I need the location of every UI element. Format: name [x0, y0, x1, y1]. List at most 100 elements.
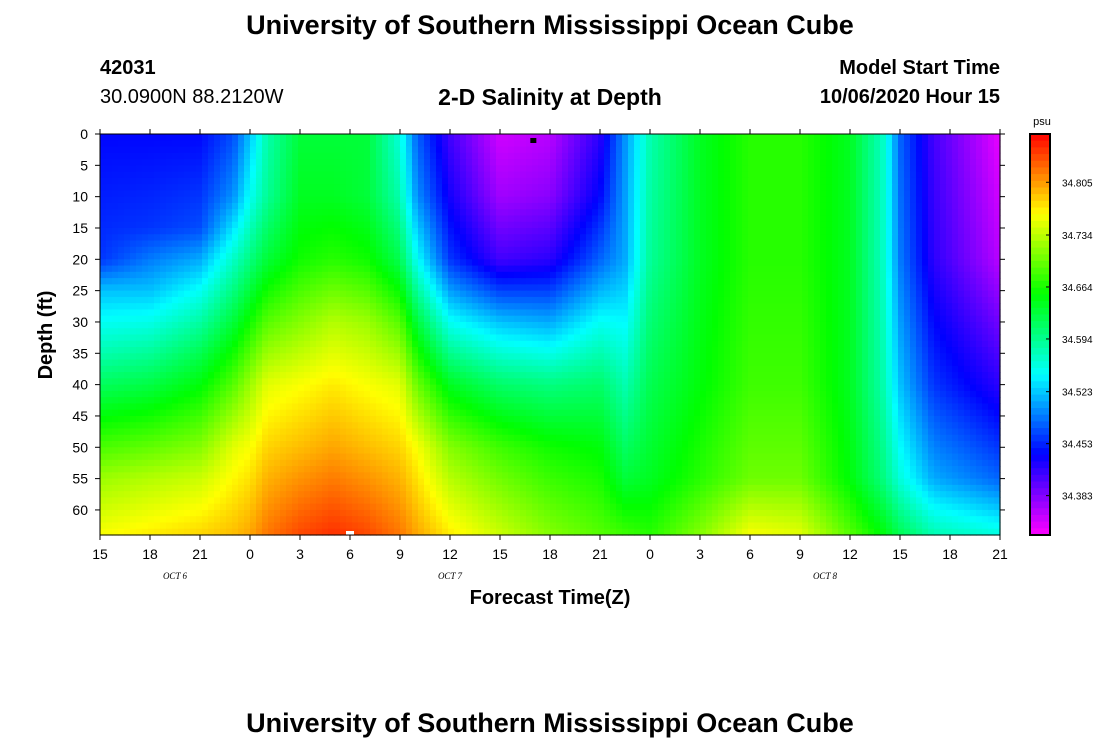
- heatmap-cell: [892, 209, 899, 217]
- heatmap-cell: [472, 315, 479, 323]
- heatmap-cell: [838, 171, 845, 179]
- heatmap-cell: [574, 334, 581, 342]
- heatmap-cell: [262, 303, 269, 311]
- heatmap-cell: [910, 146, 917, 154]
- heatmap-cell: [568, 146, 575, 154]
- heatmap-cell: [940, 284, 947, 292]
- heatmap-cell: [310, 328, 317, 336]
- heatmap-cell: [328, 265, 335, 273]
- heatmap-cell: [856, 177, 863, 185]
- heatmap-cell: [946, 227, 953, 235]
- heatmap-cell: [412, 296, 419, 304]
- heatmap-cell: [226, 152, 233, 160]
- heatmap-cell: [274, 246, 281, 254]
- heatmap-cell: [400, 315, 407, 323]
- heatmap-cell: [730, 171, 737, 179]
- heatmap-cell: [970, 271, 977, 279]
- heatmap-cell: [178, 334, 185, 342]
- heatmap-cell: [754, 221, 761, 229]
- heatmap-cell: [676, 265, 683, 273]
- heatmap-cell: [604, 246, 611, 254]
- heatmap-cell: [376, 171, 383, 179]
- heatmap-cell: [292, 227, 299, 235]
- heatmap-cell: [664, 165, 671, 173]
- heatmap-cell: [226, 265, 233, 273]
- heatmap-cell: [610, 165, 617, 173]
- heatmap-cell: [340, 152, 347, 160]
- heatmap-cell: [988, 202, 995, 210]
- heatmap-cell: [640, 209, 647, 217]
- heatmap-cell: [100, 321, 107, 329]
- heatmap-cell: [664, 221, 671, 229]
- heatmap-cell: [202, 240, 209, 248]
- heatmap-cell: [862, 221, 869, 229]
- heatmap-cell: [226, 140, 233, 148]
- heatmap-cell: [118, 234, 125, 242]
- heatmap-cell: [874, 146, 881, 154]
- heatmap-cell: [850, 190, 857, 198]
- heatmap-cell: [988, 278, 995, 285]
- heatmap-cell: [862, 215, 869, 223]
- heatmap-cell: [766, 265, 773, 273]
- heatmap-cell: [478, 190, 485, 198]
- heatmap-cell: [796, 265, 803, 273]
- heatmap-cell: [346, 134, 353, 141]
- heatmap-cell: [784, 271, 791, 279]
- heatmap-cell: [766, 240, 773, 248]
- heatmap-cell: [736, 246, 743, 254]
- heatmap-cell: [862, 265, 869, 273]
- heatmap-cell: [832, 296, 839, 304]
- heatmap-cell: [478, 246, 485, 254]
- heatmap-cell: [526, 259, 533, 267]
- heatmap-cell: [436, 152, 443, 160]
- heatmap-cell: [256, 221, 263, 229]
- heatmap-cell: [658, 246, 665, 254]
- heatmap-cell: [328, 259, 335, 267]
- heatmap-cell: [556, 209, 563, 217]
- heatmap-cell: [268, 140, 275, 148]
- heatmap-cell: [808, 221, 815, 229]
- heatmap-cell: [688, 240, 695, 248]
- heatmap-cell: [256, 227, 263, 235]
- heatmap-cell: [982, 321, 989, 329]
- heatmap-cell: [628, 171, 635, 179]
- heatmap-cell: [202, 209, 209, 217]
- heatmap-cell: [130, 221, 137, 229]
- heatmap-cell: [346, 165, 353, 173]
- heatmap-cell: [538, 328, 545, 336]
- heatmap-cell: [946, 234, 953, 242]
- heatmap-cell: [928, 209, 935, 217]
- heatmap-cell: [250, 134, 257, 141]
- heatmap-cell: [946, 284, 953, 292]
- heatmap-cell: [862, 190, 869, 198]
- heatmap-cell: [370, 165, 377, 173]
- heatmap-cell: [562, 240, 569, 248]
- heatmap-cell: [430, 171, 437, 179]
- heatmap-cell: [196, 184, 203, 191]
- heatmap-cell: [226, 328, 233, 336]
- heatmap-cell: [244, 334, 251, 342]
- heatmap-cell: [112, 140, 119, 148]
- heatmap-cell: [964, 184, 971, 191]
- heatmap-cell: [532, 190, 539, 198]
- heatmap-cell: [928, 190, 935, 198]
- heatmap-cell: [982, 221, 989, 229]
- heatmap-cell: [400, 296, 407, 304]
- heatmap-cell: [124, 309, 131, 317]
- heatmap-cell: [856, 240, 863, 248]
- heatmap-cell: [658, 296, 665, 304]
- heatmap-cell: [508, 253, 515, 260]
- heatmap-cell: [514, 221, 521, 229]
- heatmap-cell: [838, 184, 845, 191]
- heatmap-cell: [418, 152, 425, 160]
- heatmap-cell: [316, 227, 323, 235]
- heatmap-cell: [220, 209, 227, 217]
- heatmap-cell: [856, 134, 863, 141]
- heatmap-cell: [838, 240, 845, 248]
- heatmap-cell: [856, 321, 863, 329]
- heatmap-cell: [190, 234, 197, 242]
- heatmap-cell: [616, 240, 623, 248]
- heatmap-cell: [322, 309, 329, 317]
- heatmap-cell: [304, 152, 311, 160]
- heatmap-cell: [418, 296, 425, 304]
